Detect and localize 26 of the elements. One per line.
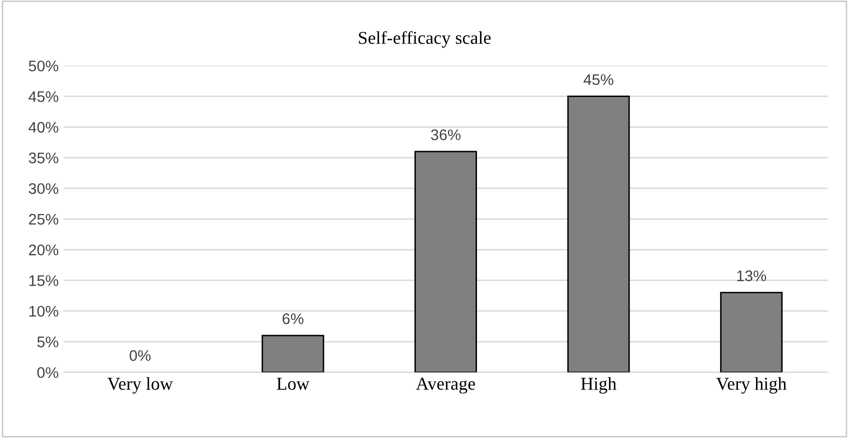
y-tick-label: 5% <box>37 336 58 348</box>
y-tick-label: 15% <box>29 275 58 286</box>
x-tick-label: High <box>581 377 616 394</box>
bar <box>262 334 324 372</box>
bar <box>720 292 783 372</box>
y-tick-label: 0% <box>37 367 58 378</box>
data-label: 45% <box>584 74 614 86</box>
y-tick-label: 40% <box>28 122 58 133</box>
bar <box>567 96 630 372</box>
y-tick-label: 10% <box>29 306 58 317</box>
y-tick-label: 30% <box>28 183 58 194</box>
y-tick-label: 50% <box>28 60 58 72</box>
y-tick-label: 45% <box>28 91 58 102</box>
x-tick-label: Very high <box>716 377 786 394</box>
y-tick-label: 35% <box>28 152 58 164</box>
x-tick-label: Average <box>416 378 476 394</box>
data-label: 0% <box>130 350 151 361</box>
y-tick-label: 20% <box>29 244 58 256</box>
data-label: 13% <box>737 270 766 282</box>
y-tick-label: 25% <box>29 214 58 225</box>
data-label: 6% <box>282 313 304 324</box>
bar <box>414 150 477 372</box>
chart-title: Self-efficacy scale <box>358 31 491 48</box>
x-tick-label: Very low <box>107 377 173 394</box>
x-tick-label: Low <box>276 378 310 390</box>
data-label: 36% <box>431 129 460 140</box>
